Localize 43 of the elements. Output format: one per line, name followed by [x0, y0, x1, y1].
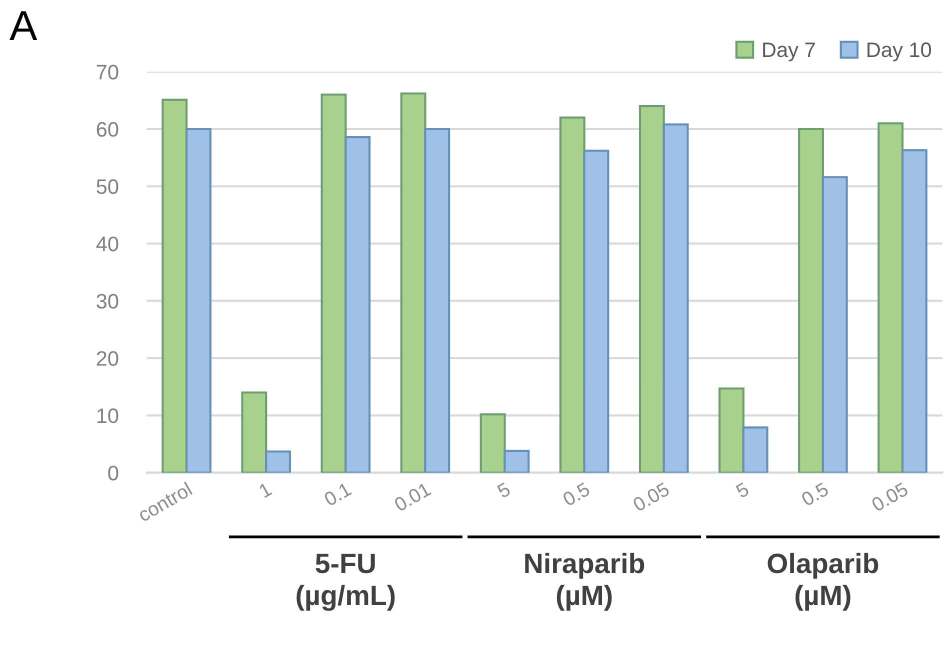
x-tick-label: 0.01: [393, 482, 432, 512]
y-tick-label: 10: [97, 408, 118, 424]
x-tick-label: 5: [735, 482, 750, 498]
bar: [638, 105, 665, 473]
x-tick-label: 0.1: [323, 482, 352, 507]
x-tick-label: 0.5: [800, 482, 830, 507]
bar: [822, 176, 848, 473]
y-tick-label: 70: [96, 64, 118, 80]
x-tick-label: 1: [258, 482, 272, 498]
x-tick-label: 0.5: [562, 482, 591, 507]
x-tick-label: 0.05: [870, 482, 909, 512]
bar: [662, 123, 689, 473]
bar: [265, 450, 292, 473]
bar: [878, 122, 904, 473]
y-tick-label: 40: [96, 236, 118, 252]
text: 5-FU (µg/mL): [296, 554, 395, 611]
bar: [162, 98, 188, 473]
bar: [320, 94, 347, 473]
bar: [742, 426, 768, 473]
chart-title: A: [10, 11, 38, 40]
y-tick-label: 30: [96, 294, 118, 309]
legend-label: Day 7: [763, 42, 815, 62]
bar: [424, 128, 450, 473]
x-tick-label: 0.05: [632, 482, 670, 512]
bar: [504, 450, 530, 473]
bar: [400, 92, 426, 473]
bar: [901, 149, 928, 473]
bar: [559, 116, 586, 473]
bar: [718, 387, 744, 473]
y-tick-label: 50: [96, 179, 118, 194]
y-tick-label: 0: [108, 466, 118, 480]
legend-label: Day 10: [868, 42, 932, 62]
x-tick-label: 5: [496, 482, 512, 498]
bar: [798, 128, 824, 473]
bar: [241, 391, 268, 473]
bar: [480, 413, 506, 473]
bar: [344, 136, 371, 473]
bar: [583, 150, 610, 473]
y-tick-label: 20: [96, 351, 118, 366]
y-tick-label: 60: [96, 122, 118, 137]
bar: [186, 128, 212, 473]
text: Olaparib (µM): [768, 552, 878, 611]
text: Niraparib (µM): [525, 552, 644, 611]
